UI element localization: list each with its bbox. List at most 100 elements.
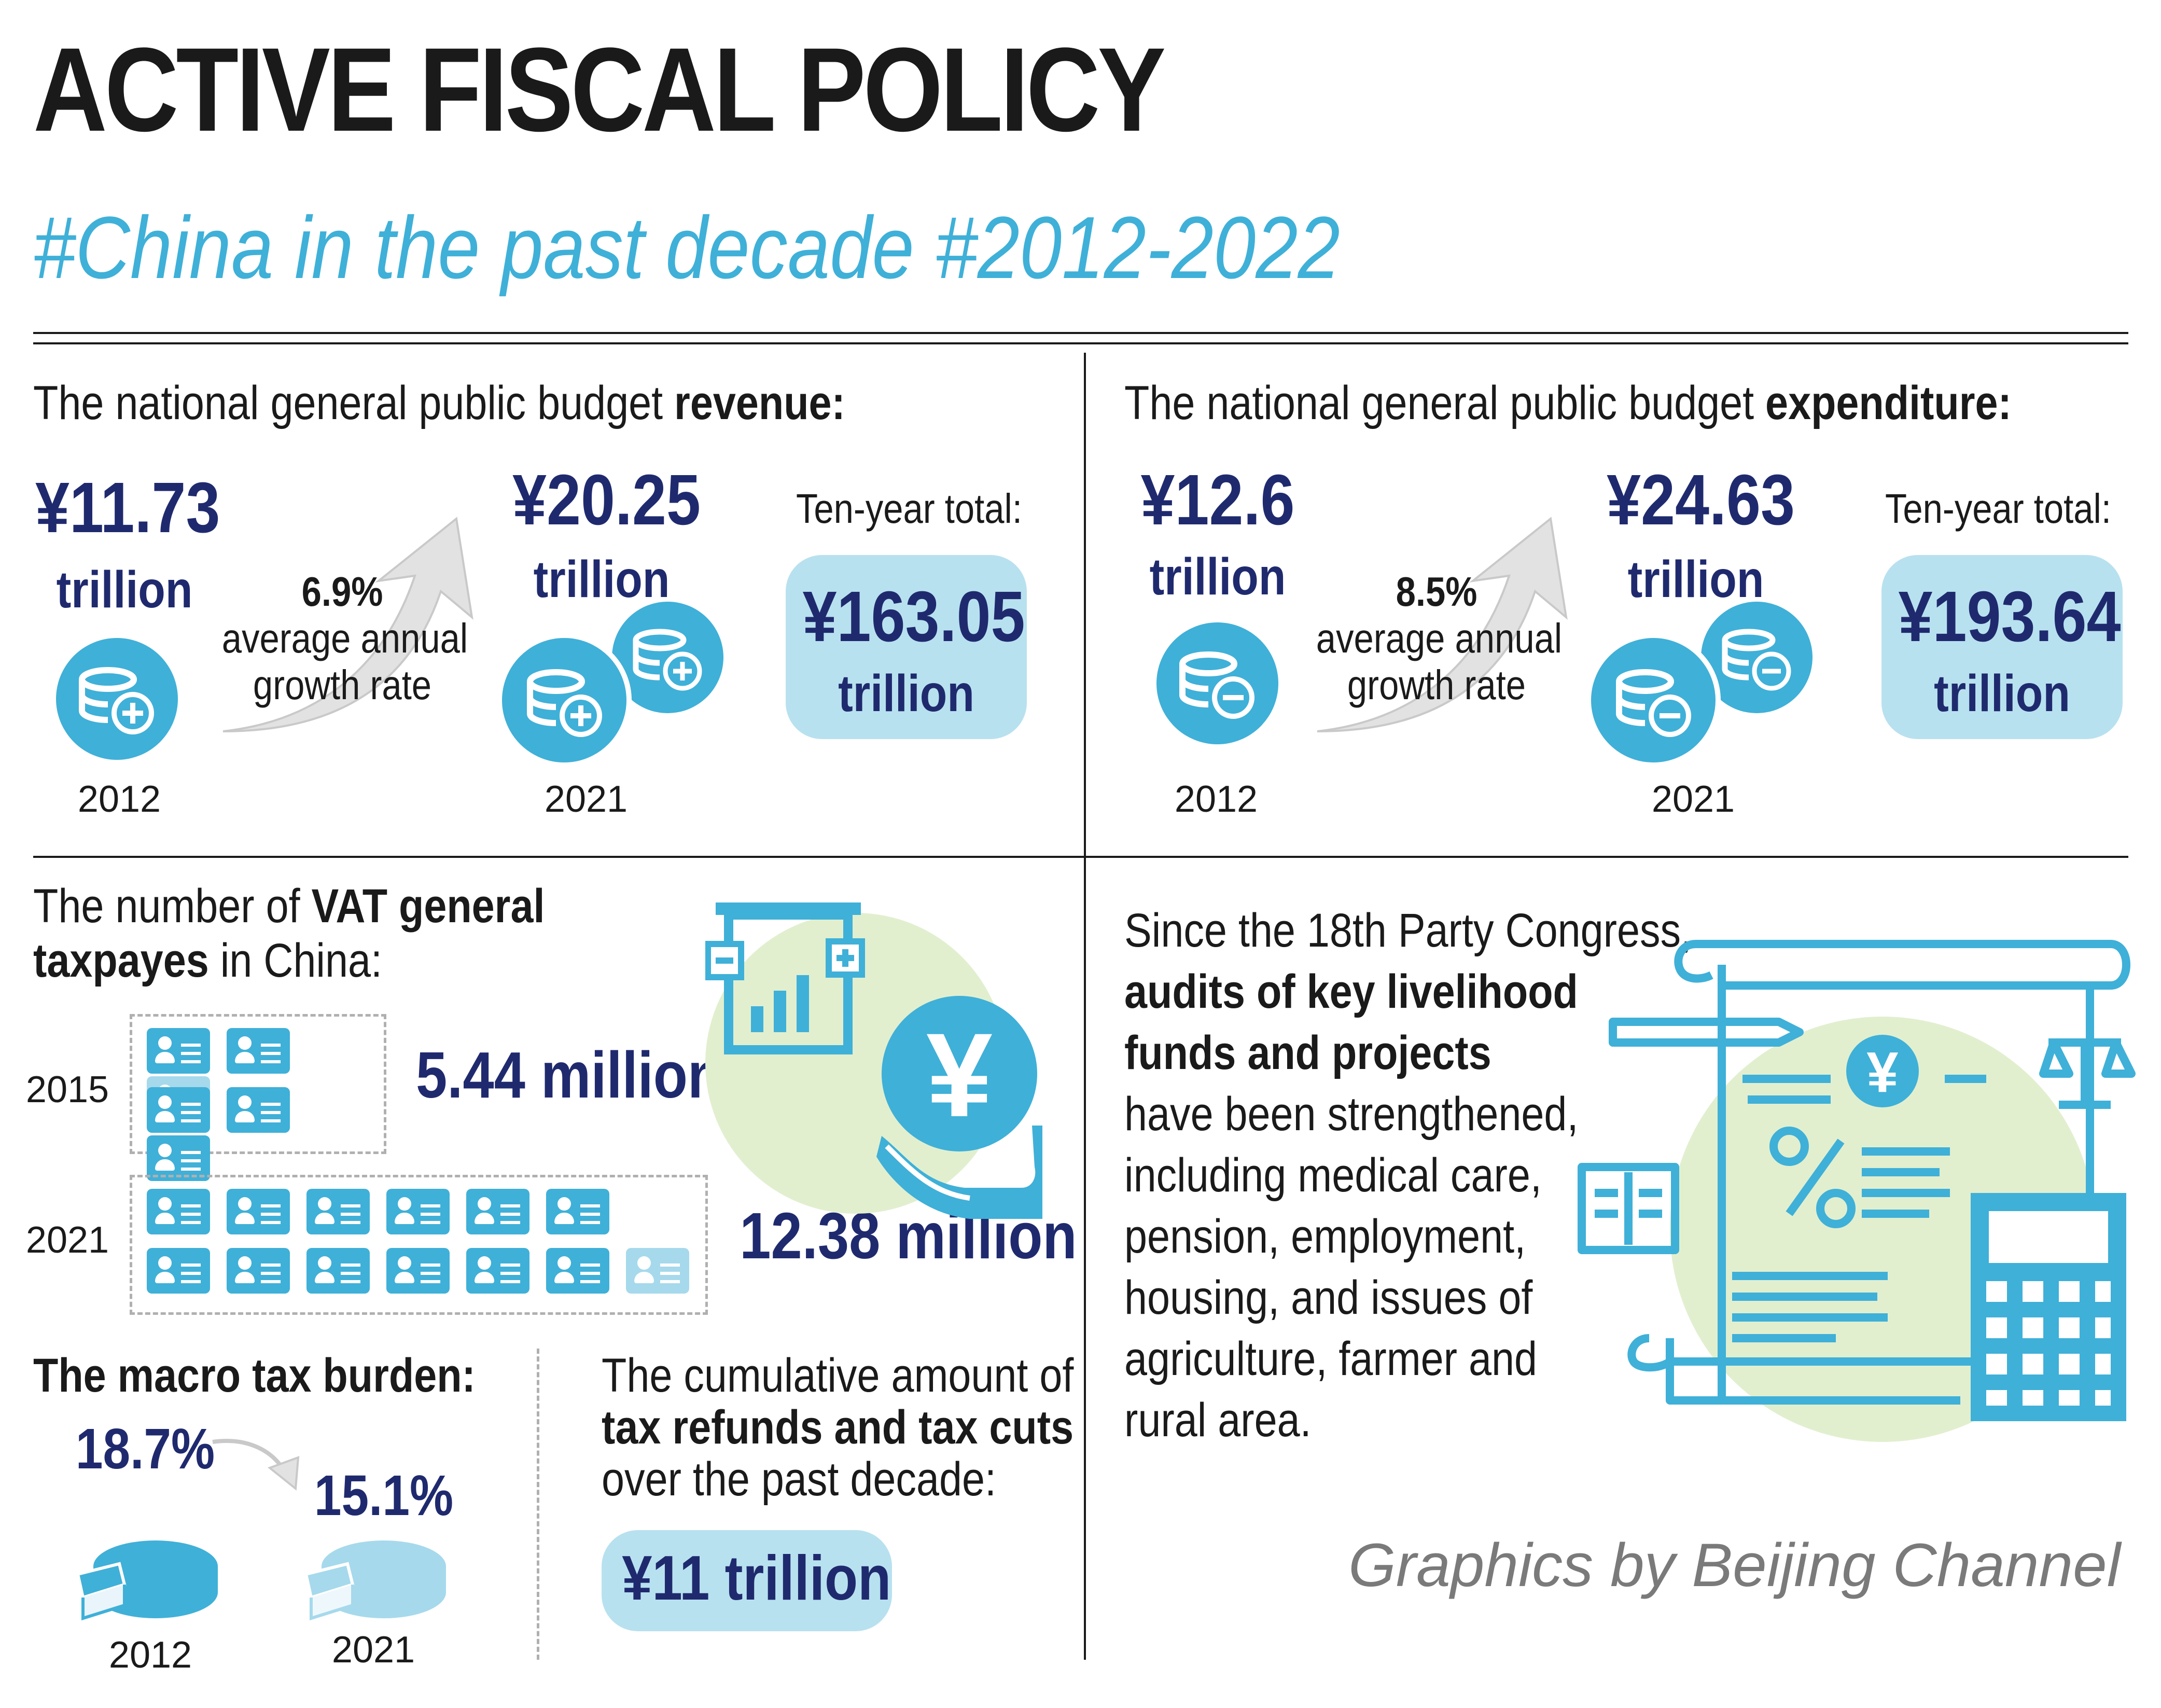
taxpayer-card-icon [306,1248,370,1294]
expenditure-heading-bold: expenditure: [1765,377,2012,429]
taxpayer-card-icon [147,1135,210,1181]
vat-heading-suffix: in China: [208,934,382,987]
header-rule-bottom [33,342,2128,344]
audit-line2: audits of key livelihood [1124,965,1578,1018]
expenditure-2021-year: 2021 [1651,779,1735,820]
yuan-coin-icon: ¥ [882,996,1037,1151]
revenue-total-pill [786,555,1027,739]
credit-line: Graphics by Beijing Channel [1348,1531,2121,1600]
revenue-2012-unit: trillion [56,561,193,619]
taxpayer-card-icon [227,1087,290,1133]
vat-2015-year: 2015 [25,1069,109,1110]
chart-board-icon [705,902,865,1054]
coin-plus-icon [497,633,632,768]
hand-icon [876,1126,1042,1219]
vat-heading-line2: taxpayes in China: [33,934,382,988]
taxpayer-card-icon [227,1189,290,1234]
audit-line9: rural area. [1124,1394,1312,1447]
vat-2021-year: 2021 [25,1219,109,1261]
page-title: ACTIVE FISCAL POLICY [33,23,1166,156]
cuts-line1: The cumulative amount of [602,1349,1074,1402]
cuts-value: ¥11 trillion [622,1543,891,1613]
revenue-total-unit: trillion [838,664,974,723]
taxpayer-card-icon [386,1248,450,1294]
audit-line3: funds and projects [1124,1026,1491,1079]
vat-2015-value: 5.44 million [416,1038,722,1112]
audit-line5: including medical care, [1124,1149,1542,1202]
page-subtitle: #China in the past decade #2012-2022 [33,199,1340,297]
header-rule-top [33,332,2128,334]
vat-heading-bold: VAT general [311,880,545,933]
macro-2012-value: 18.7% [75,1417,215,1481]
revenue-total-value: ¥163.05 [802,577,1025,657]
expenditure-growth-line1: average annual [1316,615,1563,661]
horizontal-divider [33,856,2128,858]
cuts-line2: tax refunds and tax cuts [602,1401,1074,1454]
audit-line4: have been strengthened, [1124,1088,1579,1141]
coin-minus-icon [1586,633,1721,768]
expenditure-2021-unit: trillion [1627,550,1764,608]
macro-heading: The macro tax burden: [33,1349,476,1402]
taxpayer-card-icon [466,1189,529,1234]
growth-arrow-icon [1317,517,1568,732]
audit-line6: pension, employment, [1124,1210,1526,1263]
taxpayer-card-icon [227,1028,290,1074]
taxpayer-card-icon [147,1028,210,1074]
revenue-heading-text: The national general public budget [33,377,675,429]
taxpayer-card-icon [626,1248,689,1294]
expenditure-heading: The national general public budget expen… [1124,376,2012,431]
revenue-growth-line2: growth rate [253,662,432,708]
expenditure-growth-line2: growth rate [1347,662,1526,708]
expenditure-growth-rate: 8.5% [1396,568,1477,615]
svg-text:¥: ¥ [1866,1040,1898,1104]
revenue-heading-bold: revenue: [674,377,845,429]
vat-heading-bold-2: taxpayes [33,934,209,987]
vertical-divider [1084,353,1086,1660]
yuan-symbol: ¥ [926,1008,993,1142]
taxpayer-card-icon [466,1248,529,1294]
expenditure-total-value: ¥193.64 [1898,577,2121,657]
vat-2015-cards [130,1014,386,1181]
cuts-pill [602,1530,892,1631]
revenue-total-label: Ten-year total: [796,485,1022,532]
taxpayer-card-icon [386,1189,450,1234]
revenue-2021-year: 2021 [544,779,628,820]
expenditure-total-label: Ten-year total: [1885,485,2111,532]
taxpayer-card-icon [306,1189,370,1234]
vat-2021-cards [130,1175,708,1315]
macro-2021-value: 15.1% [314,1464,454,1528]
audit-line1: Since the 18th Party Congress, [1124,904,1693,957]
taxpayer-card-icon [227,1248,290,1294]
revenue-2021-unit: trillion [533,550,670,608]
coin-plus-icon [56,638,178,760]
pie-slice-icon [76,1540,218,1621]
taxpayer-card-icon [147,1087,210,1133]
vat-heading-text: The number of [33,880,312,933]
vat-heading-line1: The number of VAT general [33,879,545,934]
audit-document-icon: ¥ [1578,940,2136,1421]
pie-slice-icon [304,1540,446,1621]
expenditure-total-unit: trillion [1934,664,2070,723]
audit-line8: agriculture, farmer and [1124,1332,1537,1385]
expenditure-total-pill [1881,555,2123,739]
growth-arrow-icon [222,517,473,732]
coin-minus-icon [1156,622,1278,744]
expenditure-2012-unit: trillion [1149,548,1286,606]
macro-2021-year: 2021 [331,1629,415,1671]
expenditure-2012-value: ¥12.6 [1140,460,1295,540]
revenue-2021-value: ¥20.25 [512,460,701,540]
revenue-2012-value: ¥11.73 [35,468,220,548]
decline-arrow-icon [212,1439,300,1491]
expenditure-heading-text: The national general public budget [1124,377,1766,429]
macro-2012-year: 2012 [108,1634,192,1676]
revenue-growth-rate: 6.9% [301,568,383,615]
revenue-2012-year: 2012 [77,779,161,820]
expenditure-2012-year: 2012 [1174,779,1258,820]
taxpayer-card-icon [546,1248,609,1294]
revenue-growth-line1: average annual [221,615,468,661]
taxpayer-card-icon [546,1189,609,1234]
expenditure-2021-value: ¥24.63 [1607,460,1795,540]
dashed-divider [537,1349,539,1660]
revenue-heading: The national general public budget reven… [33,376,845,431]
